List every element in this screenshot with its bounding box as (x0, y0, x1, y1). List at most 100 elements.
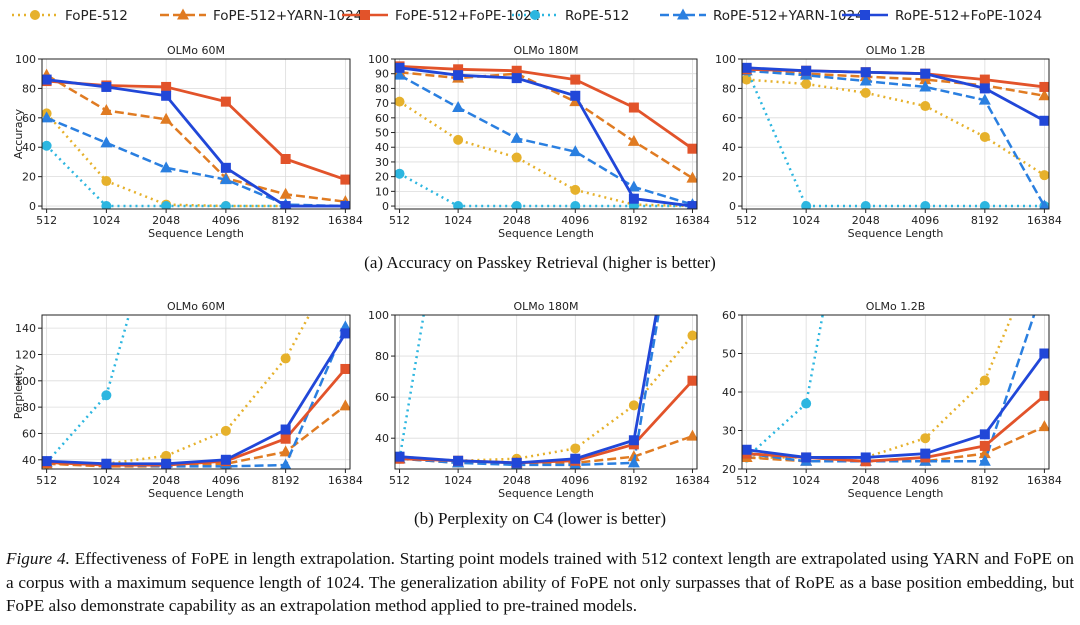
data-point (1039, 81, 1049, 92)
x-tick-label: 512 (36, 474, 57, 487)
y-tick-label: 100 (15, 375, 36, 388)
series-line (45, 112, 346, 208)
series-rope-512-fope-1024 (42, 328, 350, 469)
data-point (219, 173, 232, 185)
data-point (920, 68, 931, 79)
y-tick-label: 60 (375, 112, 389, 125)
series-line (745, 315, 824, 459)
data-point (801, 201, 812, 209)
data-point (569, 145, 582, 157)
x-tick-label: 1024 (92, 474, 120, 487)
x-axis-label: Sequence Length (148, 487, 244, 500)
series-line (746, 352, 1046, 459)
data-point (395, 62, 405, 73)
data-point (1039, 390, 1049, 401)
data-point (280, 201, 291, 209)
x-tick-label: 16384 (328, 214, 363, 227)
axes-frame (394, 58, 698, 210)
series-rope-512-yarn-1024 (42, 320, 350, 469)
data-point (979, 83, 990, 94)
y-tick-label: 60 (722, 112, 736, 125)
series-line (46, 78, 346, 208)
data-point (1039, 199, 1049, 209)
series-fope-512-yarn-1024 (395, 65, 697, 183)
data-point (511, 201, 522, 209)
legend-label: RoPE-512+YARN-1024 (713, 8, 864, 24)
legend-marker (177, 8, 189, 20)
data-point (919, 80, 932, 92)
data-point (453, 201, 464, 209)
data-point (220, 96, 231, 107)
data-point (979, 131, 990, 142)
series-rope-512-fope-1024 (742, 348, 1049, 463)
data-point (395, 68, 406, 80)
y-tick-label: 140 (15, 322, 36, 335)
data-point (628, 400, 639, 411)
data-point (160, 161, 173, 173)
data-point (860, 87, 871, 98)
data-point (511, 457, 522, 468)
data-point (920, 101, 931, 112)
data-point (511, 65, 522, 76)
chart-title: OLMo 60M (167, 44, 225, 57)
series-rope-512-fope-1024 (42, 74, 350, 209)
data-point (453, 70, 464, 81)
series-line (746, 69, 1045, 97)
data-point (687, 375, 697, 386)
chart-panel-5: 512 1024 2048 4096 8192 16384 40 60 80 100 OLMo 18… (368, 300, 710, 500)
series-layer (395, 61, 697, 209)
data-point (570, 453, 581, 464)
series-line (46, 332, 347, 466)
data-point (801, 65, 812, 76)
axes-frame (41, 314, 351, 470)
x-tick-label: 2048 (503, 214, 531, 227)
data-point (340, 328, 350, 339)
data-point (686, 429, 697, 441)
data-point (801, 452, 812, 463)
data-point (453, 455, 464, 466)
data-point (101, 458, 112, 469)
y-tick-label: 120 (15, 348, 36, 361)
series-line (746, 66, 1046, 122)
series-line (398, 74, 693, 206)
chart-title: OLMo 180M (514, 44, 579, 57)
y-tick-label: 40 (22, 141, 36, 154)
data-point (1038, 420, 1049, 432)
data-point (978, 454, 991, 466)
x-tick-label: 4096 (561, 474, 589, 487)
x-tick-label: 4096 (911, 474, 939, 487)
series-rope-512 (742, 64, 1049, 209)
figure-caption: Figure 4. Effectiveness of FoPE in lengt… (6, 547, 1074, 618)
x-tick-label: 8192 (272, 214, 300, 227)
y-tick-label: 60 (375, 391, 389, 404)
data-point (979, 74, 990, 85)
data-point (161, 458, 172, 469)
series-line (399, 64, 694, 150)
y-tick-label: 90 (375, 68, 389, 81)
data-point (979, 375, 990, 386)
data-point (511, 73, 522, 84)
data-point (1039, 348, 1049, 359)
chart-panel-4: 512 1024 2048 4096 8192 16384 40 60 80 100 120 140 O… (12, 300, 363, 500)
series-line (45, 144, 346, 208)
series-fope-512-yarn-1024 (42, 68, 350, 207)
data-point (42, 140, 52, 151)
y-tick-label: 100 (15, 53, 36, 66)
y-tick-label: 50 (722, 348, 736, 361)
x-tick-label: 1024 (444, 214, 472, 227)
legend-label: FoPE-512 (65, 8, 128, 24)
grid-lines (42, 315, 350, 469)
y-tick-label: 80 (375, 82, 389, 95)
x-tick-label: 1024 (792, 214, 820, 227)
x-tick-label: 512 (736, 214, 757, 227)
series-line (746, 394, 1046, 463)
x-tick-label: 512 (36, 214, 57, 227)
data-point (42, 456, 52, 467)
data-point (220, 425, 231, 436)
x-tick-label: 4096 (911, 214, 939, 227)
y-tick-label: 40 (375, 432, 389, 445)
series-rope-512-fope-1024 (395, 62, 697, 209)
series-rope-512-fope-1024 (742, 62, 1049, 126)
data-point (161, 90, 172, 101)
legend-item-rope-512-fope-1024: RoPE-512+FoPE-1024 (842, 8, 1042, 24)
